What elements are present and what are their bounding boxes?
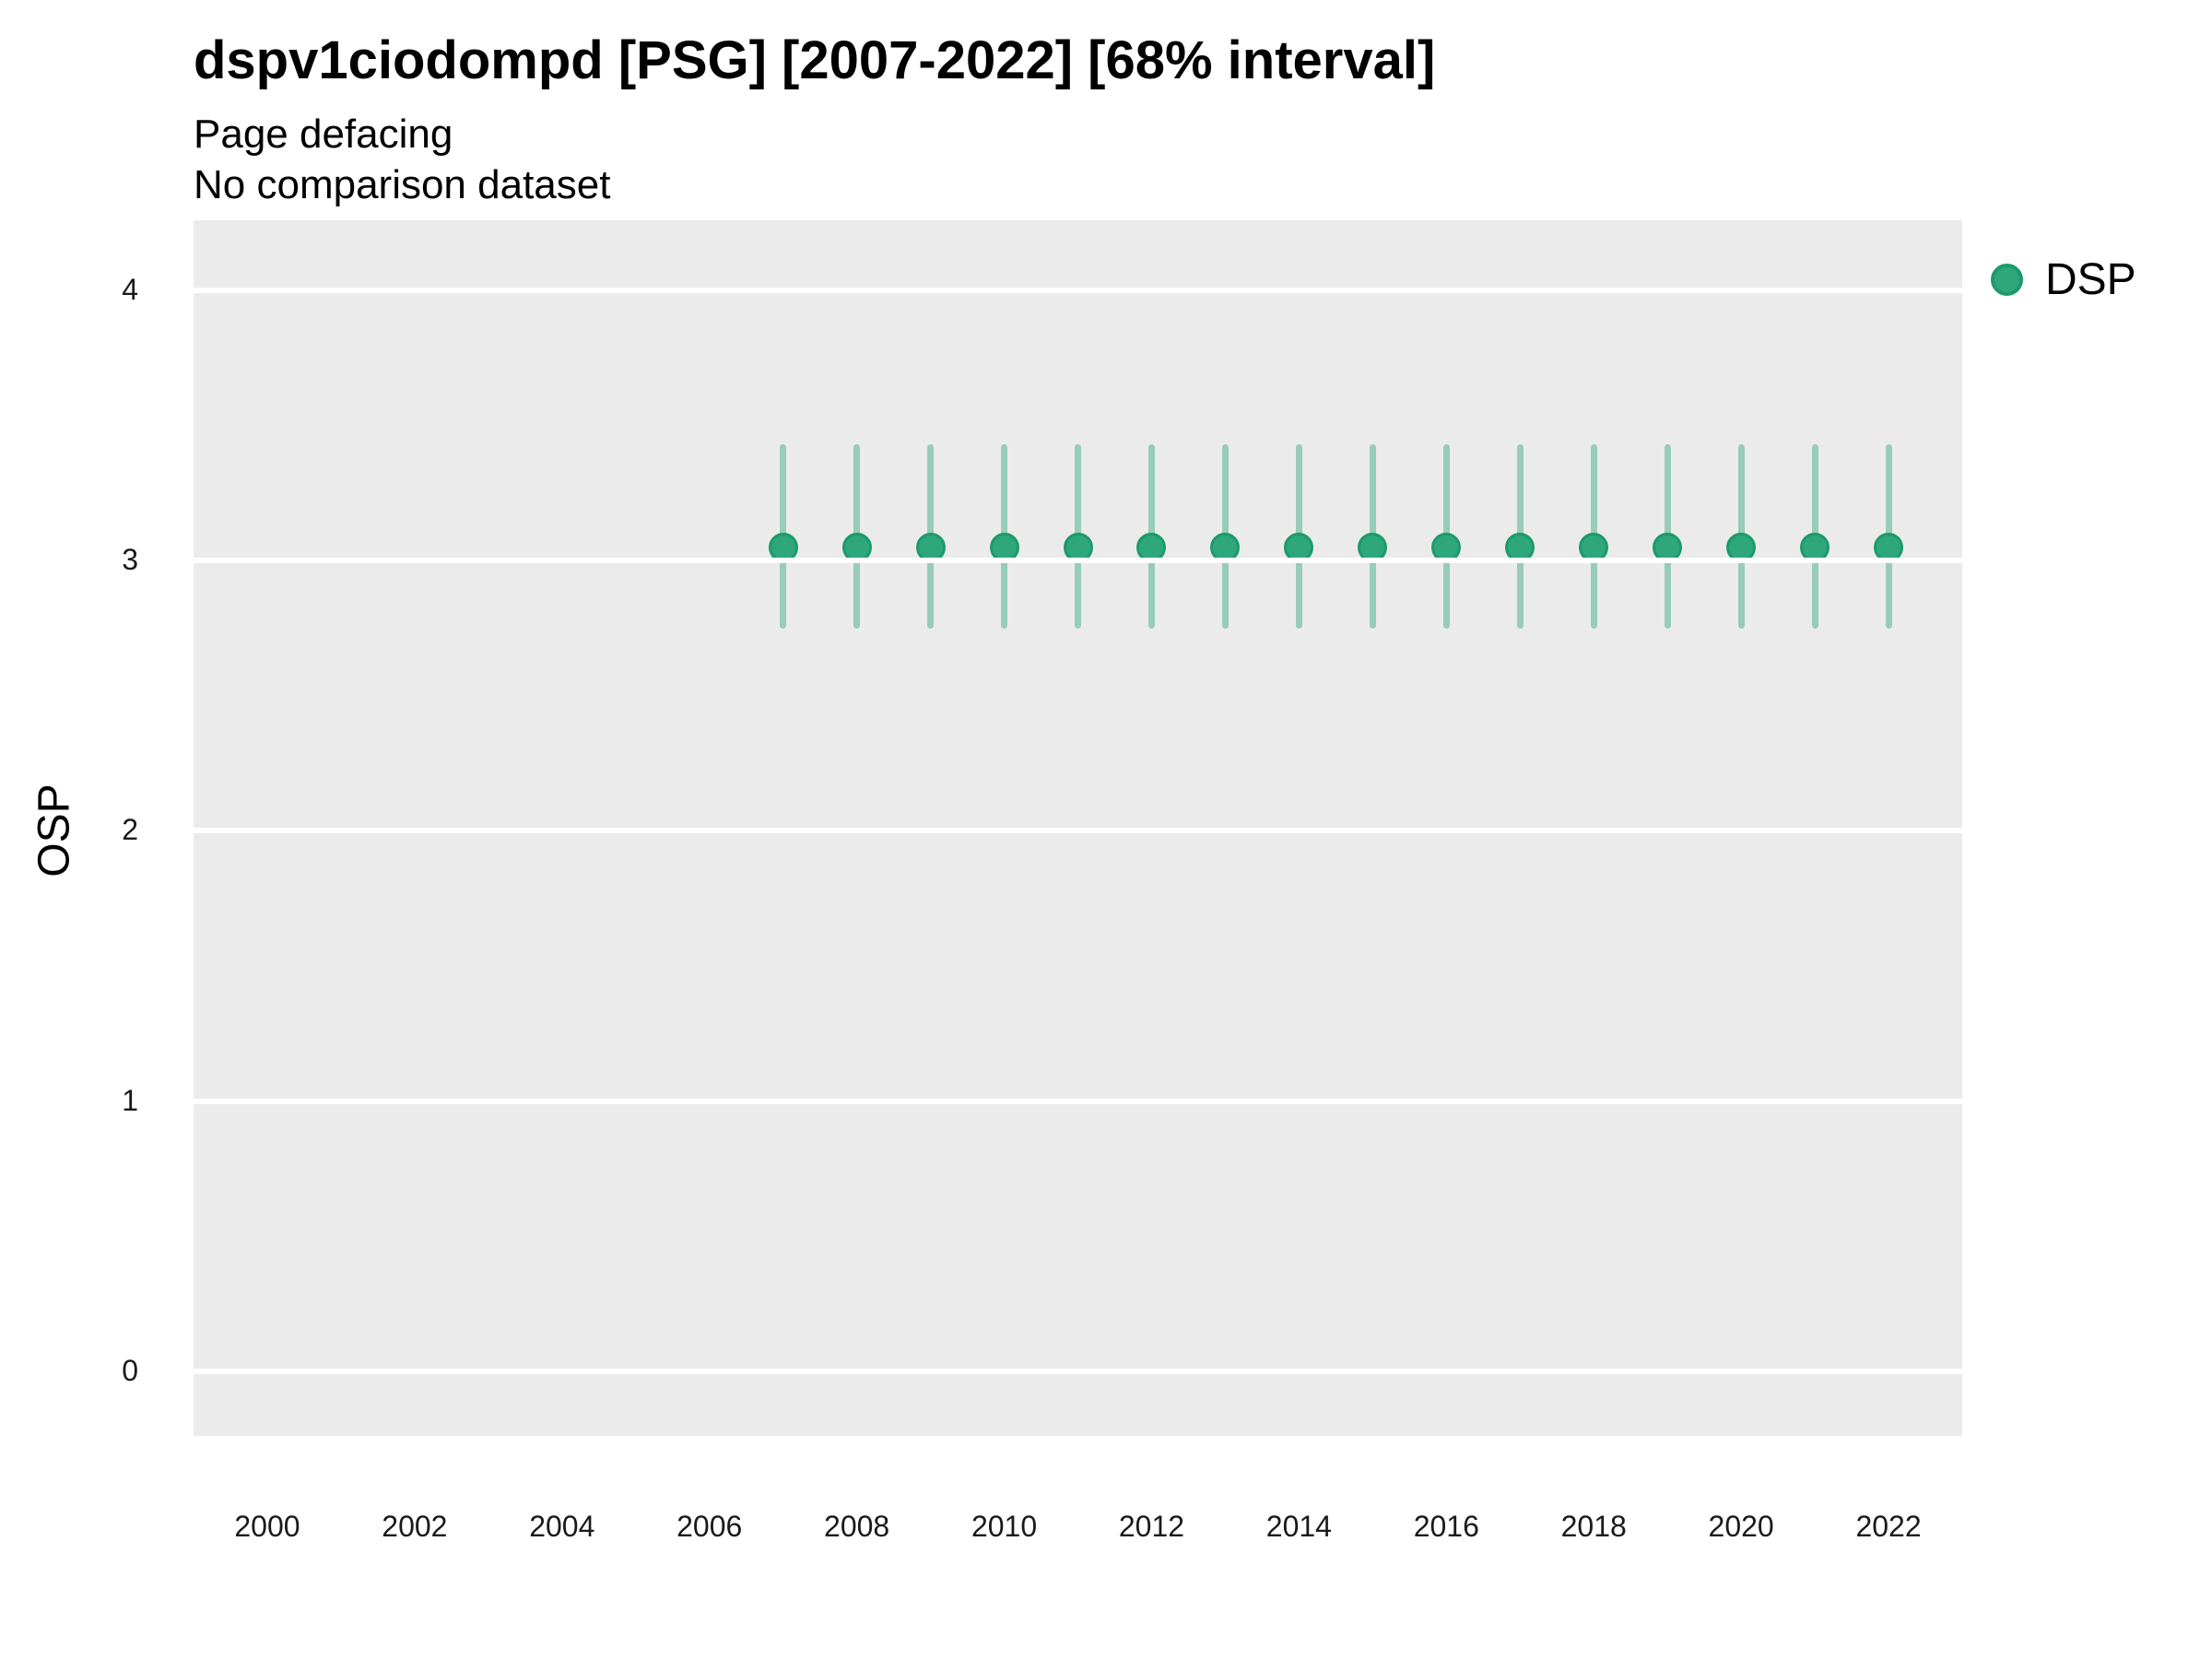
y-tick-label-4: 4 bbox=[122, 273, 138, 307]
x-tick-label-2012: 2012 bbox=[1118, 1510, 1185, 1543]
x-tick-label-2002: 2002 bbox=[382, 1510, 448, 1543]
gridline-y-4 bbox=[194, 288, 1962, 294]
legend-label: DSP bbox=[2045, 255, 2136, 304]
data-point-2021 bbox=[1800, 532, 1830, 562]
chart-subtitle: Page defacing bbox=[194, 112, 453, 157]
y-tick-label-1: 1 bbox=[122, 1083, 138, 1117]
x-tick-label-2018: 2018 bbox=[1560, 1510, 1627, 1543]
x-tick-label-2008: 2008 bbox=[824, 1510, 890, 1543]
gridline-y-3 bbox=[194, 558, 1962, 564]
data-point-2014 bbox=[1284, 532, 1314, 562]
x-tick-label-2010: 2010 bbox=[971, 1510, 1038, 1543]
x-tick-label-2006: 2006 bbox=[677, 1510, 743, 1543]
y-tick-label-0: 0 bbox=[122, 1353, 138, 1387]
chart-title: dspv1ciodompd [PSG] [2007-2022] [68% int… bbox=[194, 30, 1436, 90]
gridline-y-2 bbox=[194, 828, 1962, 834]
x-tick-label-2022: 2022 bbox=[1855, 1510, 1922, 1543]
y-tick-label-3: 3 bbox=[122, 543, 138, 577]
gridline-y-0 bbox=[194, 1368, 1962, 1374]
data-point-2012 bbox=[1136, 532, 1167, 562]
x-tick-label-2000: 2000 bbox=[234, 1510, 300, 1543]
y-tick-label-2: 2 bbox=[122, 813, 138, 847]
chart-note: No comparison dataset bbox=[194, 162, 611, 207]
x-tick-label-2014: 2014 bbox=[1265, 1510, 1332, 1543]
x-tick-label-2020: 2020 bbox=[1708, 1510, 1774, 1543]
gridline-y-1 bbox=[194, 1098, 1962, 1104]
legend: DSP bbox=[1991, 254, 2136, 305]
x-tick-label-2004: 2004 bbox=[529, 1510, 595, 1543]
data-point-2009 bbox=[915, 532, 946, 562]
x-tick-label-2016: 2016 bbox=[1413, 1510, 1479, 1543]
legend-marker-icon bbox=[1991, 264, 2023, 296]
